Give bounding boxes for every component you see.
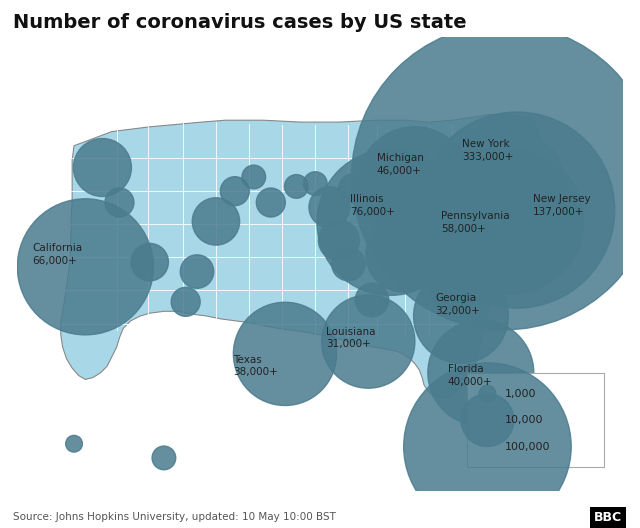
Text: California
66,000+: California 66,000+ bbox=[33, 243, 83, 266]
Circle shape bbox=[417, 228, 479, 290]
Circle shape bbox=[242, 165, 266, 189]
Circle shape bbox=[332, 247, 365, 281]
Circle shape bbox=[404, 363, 572, 528]
Circle shape bbox=[171, 287, 200, 316]
Circle shape bbox=[105, 188, 134, 217]
Text: Florida
40,000+: Florida 40,000+ bbox=[448, 364, 492, 387]
Circle shape bbox=[440, 242, 493, 295]
Circle shape bbox=[397, 212, 460, 275]
Circle shape bbox=[220, 177, 250, 206]
Circle shape bbox=[152, 446, 176, 470]
Circle shape bbox=[465, 192, 544, 270]
Text: Michigan
46,000+: Michigan 46,000+ bbox=[377, 154, 424, 176]
Text: Number of coronavirus cases by US state: Number of coronavirus cases by US state bbox=[13, 13, 467, 32]
Text: BBC: BBC bbox=[594, 511, 622, 524]
Circle shape bbox=[457, 216, 504, 264]
Circle shape bbox=[192, 198, 239, 245]
Circle shape bbox=[322, 295, 415, 388]
Text: 1,000: 1,000 bbox=[504, 389, 536, 399]
Text: Source: Johns Hopkins University, updated: 10 May 10:00 BST: Source: Johns Hopkins University, update… bbox=[13, 512, 335, 522]
Circle shape bbox=[303, 172, 327, 195]
Text: Louisiana
31,000+: Louisiana 31,000+ bbox=[326, 327, 375, 349]
Circle shape bbox=[413, 269, 508, 363]
Circle shape bbox=[319, 220, 360, 261]
Text: Georgia
32,000+: Georgia 32,000+ bbox=[435, 294, 480, 316]
Circle shape bbox=[366, 217, 441, 292]
Circle shape bbox=[426, 252, 483, 310]
Circle shape bbox=[419, 112, 615, 308]
Circle shape bbox=[438, 149, 584, 294]
Circle shape bbox=[446, 180, 534, 269]
Circle shape bbox=[66, 436, 83, 452]
Polygon shape bbox=[61, 115, 564, 398]
Circle shape bbox=[317, 149, 463, 295]
Circle shape bbox=[479, 385, 496, 402]
Circle shape bbox=[355, 283, 388, 317]
Circle shape bbox=[358, 127, 472, 240]
Text: New York
333,000+: New York 333,000+ bbox=[462, 139, 513, 162]
Circle shape bbox=[74, 138, 131, 196]
Circle shape bbox=[234, 302, 337, 406]
Circle shape bbox=[461, 393, 514, 447]
FancyBboxPatch shape bbox=[467, 373, 604, 467]
Circle shape bbox=[428, 320, 534, 426]
Circle shape bbox=[309, 187, 350, 228]
Circle shape bbox=[351, 24, 640, 330]
Circle shape bbox=[256, 188, 285, 217]
Text: 100,000: 100,000 bbox=[504, 441, 550, 451]
Circle shape bbox=[17, 199, 154, 335]
Text: Pennsylvania
58,000+: Pennsylvania 58,000+ bbox=[441, 211, 509, 233]
Text: Texas
38,000+: Texas 38,000+ bbox=[233, 355, 278, 378]
Text: Illinois
76,000+: Illinois 76,000+ bbox=[350, 194, 395, 216]
Circle shape bbox=[285, 175, 308, 199]
Circle shape bbox=[339, 174, 367, 203]
Text: 10,000: 10,000 bbox=[504, 415, 543, 425]
Circle shape bbox=[131, 243, 168, 281]
Circle shape bbox=[180, 255, 214, 288]
Circle shape bbox=[420, 148, 547, 276]
Text: New Jersey
137,000+: New Jersey 137,000+ bbox=[533, 194, 591, 216]
